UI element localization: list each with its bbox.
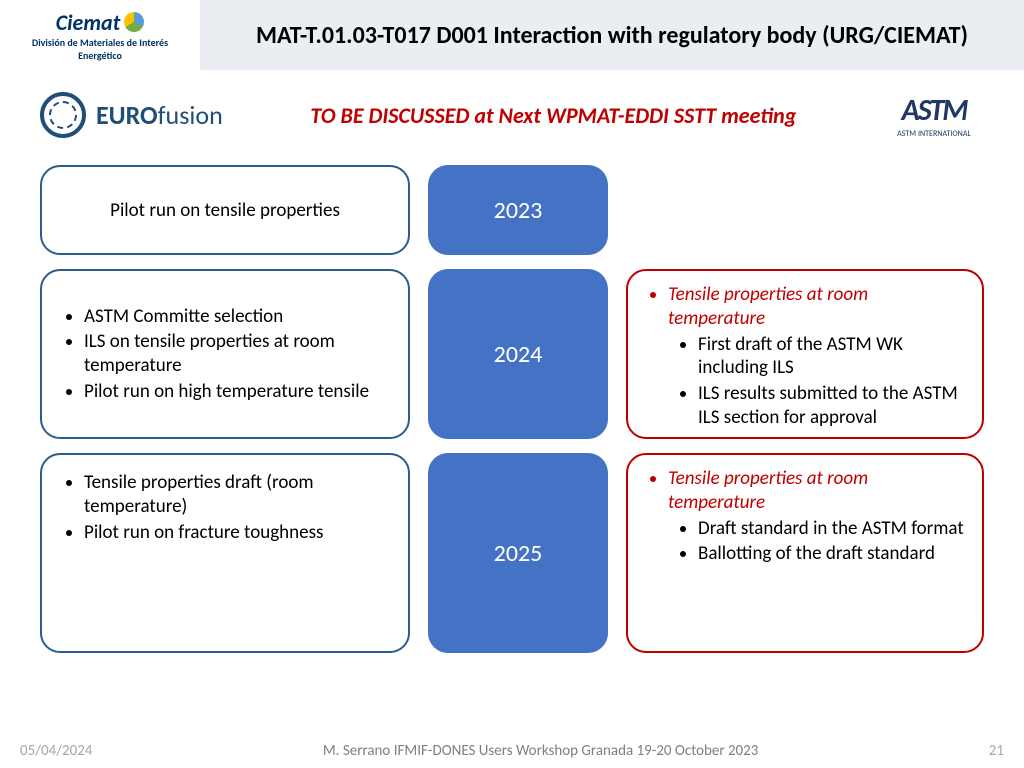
list-item: Ballotting of the draft standard bbox=[698, 542, 964, 566]
list-item: ILS on tensile properties at room temper… bbox=[84, 330, 388, 378]
list-item: ASTM Committe selection bbox=[84, 305, 388, 329]
right-head-2025: Tensile properties at room temperature D… bbox=[668, 467, 964, 566]
row-2024: ASTM Committe selection ILS on tensile p… bbox=[40, 269, 984, 439]
year-2023: 2023 bbox=[428, 165, 608, 255]
content-grid: Pilot run on tensile properties 2023 AST… bbox=[40, 165, 984, 718]
footer-center: M. Serrano IFMIF-DONES Users Workshop Gr… bbox=[323, 742, 759, 760]
list-item: Draft standard in the ASTM format bbox=[698, 517, 964, 541]
header-bar: Ciemat División de Materiales de Interés… bbox=[0, 0, 1024, 70]
right-head-2024: Tensile properties at room temperature F… bbox=[668, 283, 964, 430]
ciemat-icon bbox=[124, 12, 144, 32]
year-2025: 2025 bbox=[428, 453, 608, 653]
footer-date: 05/04/2024 bbox=[20, 742, 92, 760]
ciemat-logo: Ciemat División de Materiales de Interés… bbox=[0, 0, 200, 70]
list-item: Pilot run on high temperature tensile bbox=[84, 380, 388, 404]
left-box-2023: Pilot run on tensile properties bbox=[40, 165, 410, 255]
list-item: ILS results submitted to the ASTM ILS se… bbox=[698, 382, 964, 430]
right-box-2024: Tensile properties at room temperature F… bbox=[626, 269, 984, 439]
ciemat-sub2: Energético bbox=[78, 49, 122, 62]
ciemat-sub1: División de Materiales de Interés bbox=[32, 36, 168, 49]
eurofusion-logo: EUROfusion bbox=[40, 92, 223, 138]
list-item: Tensile properties draft (room temperatu… bbox=[84, 471, 388, 519]
eurofusion-icon bbox=[40, 92, 86, 138]
year-2024: 2024 bbox=[428, 269, 608, 439]
ef-light: fusion bbox=[158, 99, 223, 131]
footer: 05/04/2024 M. Serrano IFMIF-DONES Users … bbox=[20, 742, 1004, 760]
list-item: First draft of the ASTM WK including ILS bbox=[698, 333, 964, 381]
logos-row: EUROfusion TO BE DISCUSSED at Next WPMAT… bbox=[40, 80, 984, 150]
list-item: Pilot run on fracture toughness bbox=[84, 521, 388, 545]
astm-main: ASTM bbox=[884, 92, 984, 129]
row-2023: Pilot run on tensile properties 2023 bbox=[40, 165, 984, 255]
right-head-text: Tensile properties at room temperature bbox=[668, 283, 868, 330]
astm-logo: ASTM ASTM INTERNATIONAL bbox=[884, 92, 984, 139]
left-box-2024: ASTM Committe selection ILS on tensile p… bbox=[40, 269, 410, 439]
ef-bold: EURO bbox=[96, 99, 158, 131]
left-text-2023: Pilot run on tensile properties bbox=[62, 199, 388, 222]
astm-sub: ASTM INTERNATIONAL bbox=[884, 129, 984, 139]
right-head-text: Tensile properties at room temperature bbox=[668, 467, 868, 514]
footer-page: 21 bbox=[989, 742, 1004, 760]
ciemat-text: Ciemat bbox=[56, 9, 121, 36]
right-box-2025: Tensile properties at room temperature D… bbox=[626, 453, 984, 653]
left-box-2025: Tensile properties draft (room temperatu… bbox=[40, 453, 410, 653]
subtitle: TO BE DISCUSSED at Next WPMAT-EDDI SSTT … bbox=[223, 102, 884, 129]
spacer bbox=[626, 165, 984, 255]
page-title: MAT-T.01.03-T017 D001 Interaction with r… bbox=[200, 0, 1024, 70]
row-2025: Tensile properties draft (room temperatu… bbox=[40, 453, 984, 653]
